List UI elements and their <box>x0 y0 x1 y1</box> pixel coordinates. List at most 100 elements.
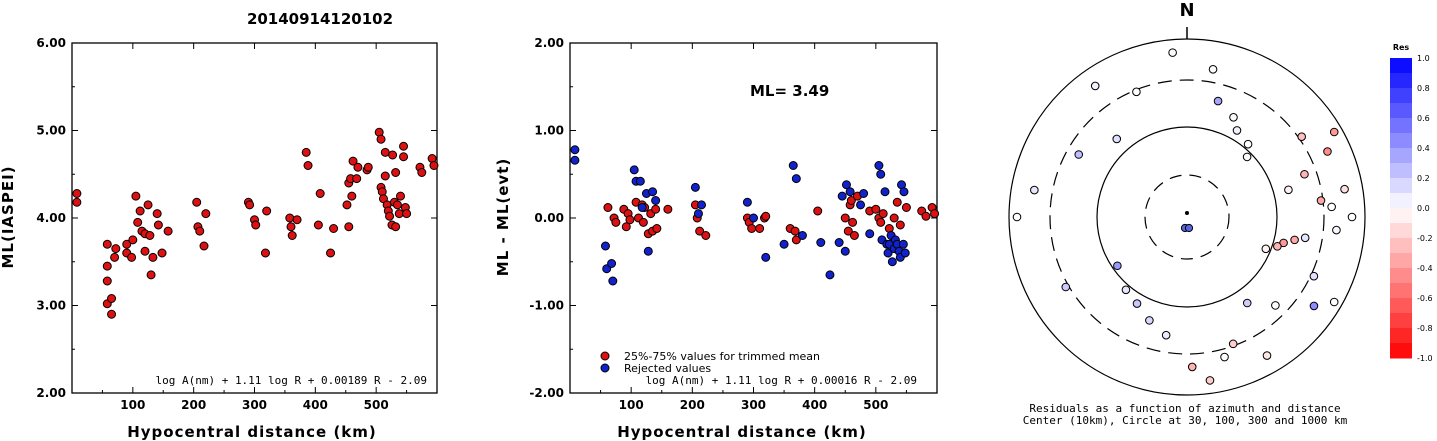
station-residual <box>1187 362 1197 372</box>
data-point <box>72 197 82 207</box>
data-point <box>131 191 141 201</box>
data-point <box>701 231 711 240</box>
data-point <box>871 204 881 214</box>
circle-30km <box>1144 174 1230 260</box>
data-point <box>326 248 336 258</box>
data-point <box>848 217 858 227</box>
station-residual <box>1329 297 1339 307</box>
x-tick-label: 100 <box>120 398 145 412</box>
data-point <box>260 248 270 258</box>
data-point <box>102 239 112 249</box>
colorbar-tick-label: 0.4 <box>1417 144 1430 153</box>
data-point <box>262 206 272 216</box>
data-point <box>145 231 155 240</box>
data-point <box>72 189 82 198</box>
data-point <box>648 187 658 197</box>
station-residual <box>1012 212 1022 222</box>
data-point <box>286 222 296 232</box>
data-point <box>391 222 401 232</box>
epicenter-marker <box>1185 211 1189 215</box>
station-residual <box>1332 225 1341 235</box>
circle-100km <box>1096 126 1278 308</box>
station-residual <box>1229 113 1238 122</box>
colorbar-swatch <box>1390 298 1412 314</box>
data-point <box>380 171 390 181</box>
station-residual <box>1184 223 1194 233</box>
data-point <box>570 145 580 155</box>
figure-title: 20140914120102 <box>247 10 393 28</box>
data-point <box>813 206 823 216</box>
x-tick-label: 400 <box>802 398 827 412</box>
station-residual <box>1132 299 1142 308</box>
x-tick-label: 300 <box>741 398 766 412</box>
legend-label-kept: 25%-75% values for trimmed mean <box>624 350 820 363</box>
station-residual <box>1242 152 1252 162</box>
data-point <box>140 246 150 256</box>
data-point <box>608 276 618 286</box>
data-point <box>146 270 156 280</box>
circle-1000km <box>1008 38 1366 396</box>
station-residual <box>1242 298 1252 308</box>
data-point <box>348 156 358 166</box>
colorbar-tick-label: 1.0 <box>1417 54 1430 63</box>
data-point <box>110 252 120 262</box>
data-point <box>874 161 884 170</box>
data-point <box>889 213 899 223</box>
data-point <box>637 203 647 212</box>
station-residual <box>1243 139 1253 149</box>
data-point <box>342 200 352 210</box>
data-point <box>865 229 875 239</box>
data-point <box>607 259 617 268</box>
data-point <box>901 203 911 212</box>
data-point <box>849 231 859 240</box>
station-residual <box>1316 196 1326 205</box>
station-residual <box>1340 184 1349 194</box>
data-point <box>303 161 313 170</box>
data-point <box>663 204 673 214</box>
data-point <box>841 180 851 190</box>
data-point <box>329 224 339 233</box>
station-residual <box>1297 132 1306 141</box>
station-residual <box>1213 96 1223 106</box>
station-residual <box>1271 301 1280 310</box>
x-tick-label: 100 <box>619 398 644 412</box>
data-point <box>621 222 631 232</box>
station-residual <box>1347 212 1357 222</box>
polar-caption-line1: Residuals as a function of azimuth and d… <box>1029 402 1340 415</box>
colorbar-swatch <box>1390 148 1412 164</box>
data-point <box>245 200 255 210</box>
y-tick-label: 6.00 <box>36 36 66 50</box>
data-point <box>399 152 409 162</box>
data-point <box>651 196 661 205</box>
mid-xlabel: Hypocentral distance (km) <box>617 423 867 441</box>
ml-annotation: ML= 3.49 <box>750 82 829 100</box>
colorbar-swatch <box>1390 268 1412 284</box>
data-point <box>779 239 789 249</box>
residual-vs-distance-panel: 100 200 300 400 500 -2.00 -1.00 0.00 1.00 2.00 <box>529 36 940 412</box>
station-residual <box>1061 282 1071 292</box>
data-point <box>761 252 771 262</box>
data-point <box>834 238 844 247</box>
data-point <box>629 165 639 175</box>
data-point <box>143 200 153 210</box>
left-ylabel: ML(IASPEI) <box>0 165 17 268</box>
colorbar-swatch <box>1390 118 1412 134</box>
data-point <box>878 209 888 219</box>
data-point <box>643 246 653 256</box>
station-residual <box>1208 64 1218 74</box>
data-point <box>611 217 621 227</box>
data-point <box>391 168 401 177</box>
data-point <box>790 226 800 236</box>
data-point <box>163 226 173 236</box>
data-point <box>201 209 211 219</box>
legend-label-rejected: Rejected values <box>624 362 711 375</box>
data-point <box>856 200 866 210</box>
data-point <box>840 213 850 223</box>
data-point <box>837 191 847 201</box>
station-residual <box>1121 285 1131 295</box>
data-point <box>843 226 853 236</box>
station-residual <box>1220 352 1229 362</box>
data-point <box>385 211 395 221</box>
colorbar-tick-label: 0.6 <box>1417 114 1430 123</box>
